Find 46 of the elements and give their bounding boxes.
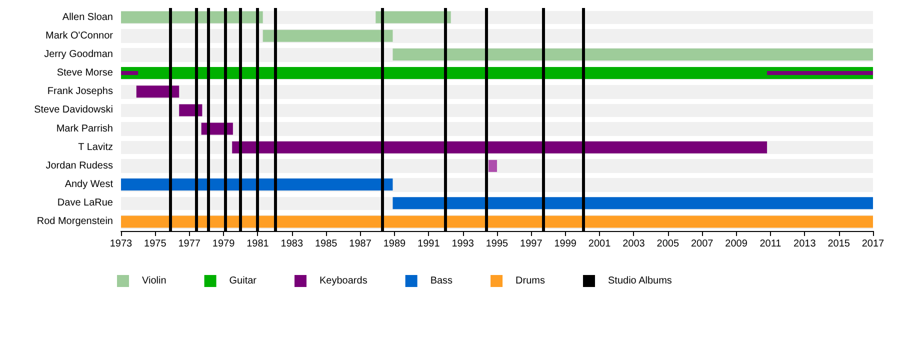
bar (262, 30, 393, 42)
x-tick-label: 1991 (418, 238, 440, 250)
x-tick-label: 2009 (725, 238, 748, 250)
x-tick-label: 2011 (760, 238, 782, 250)
bar (767, 71, 873, 76)
x-tick-label: 1973 (110, 238, 133, 250)
bar (136, 86, 180, 98)
x-tick-label: 2003 (622, 238, 646, 250)
x-tick-label: 1981 (246, 238, 270, 250)
x-tick-label: 1979 (212, 238, 236, 250)
x-tick-label: 2017 (862, 238, 885, 250)
x-tick-label: 1993 (452, 238, 474, 250)
x-tick-label: 2001 (588, 238, 612, 250)
x-tick-label: 1975 (144, 238, 167, 250)
y-tick-label: Frank Josephs (47, 86, 113, 98)
x-tick-label: 1983 (280, 238, 304, 250)
y-tick-label: Andy West (64, 179, 114, 190)
x-tick-label: 2013 (794, 238, 816, 250)
bar (376, 11, 451, 24)
x-tick-label: 1987 (349, 238, 372, 250)
x-tick-label: 2007 (690, 238, 714, 250)
x-tick-label: 1989 (383, 238, 406, 250)
y-tick-label: Steve Morse (56, 68, 114, 79)
y-tick-label: T Lavitz (78, 142, 113, 153)
y-tick-label: Rod Morgenstein (36, 216, 113, 228)
x-tick-label: 1977 (178, 238, 201, 250)
y-tick-label: Mark Parrish (56, 123, 113, 134)
legend-label: Guitar (229, 276, 258, 286)
y-tick-label: Allen Sloan (62, 12, 113, 23)
y-tick-label: Jordan Rudess (46, 160, 113, 172)
x-tick-label: 1999 (554, 238, 577, 250)
y-tick-label: Dave LaRue (57, 198, 114, 209)
x-tick-label: 2015 (828, 238, 850, 250)
x-tick-label: 1985 (314, 238, 338, 250)
x-tick-label: 1995 (486, 238, 509, 250)
legend-label: Bass (430, 276, 453, 286)
y-tick-label: Mark O'Connor (46, 30, 114, 42)
legend-label: Keyboards (320, 276, 368, 286)
bar (488, 160, 497, 172)
y-tick-label: Jerry Goodman (44, 48, 113, 60)
legend-label: Drums (516, 276, 545, 286)
legend-label: Violin (142, 276, 166, 286)
y-tick-label: Steve Davidowski (34, 104, 113, 116)
x-tick-label: 1997 (520, 238, 543, 250)
x-tick-label: 2005 (656, 238, 680, 250)
legend-label: Studio Albums (608, 276, 672, 286)
